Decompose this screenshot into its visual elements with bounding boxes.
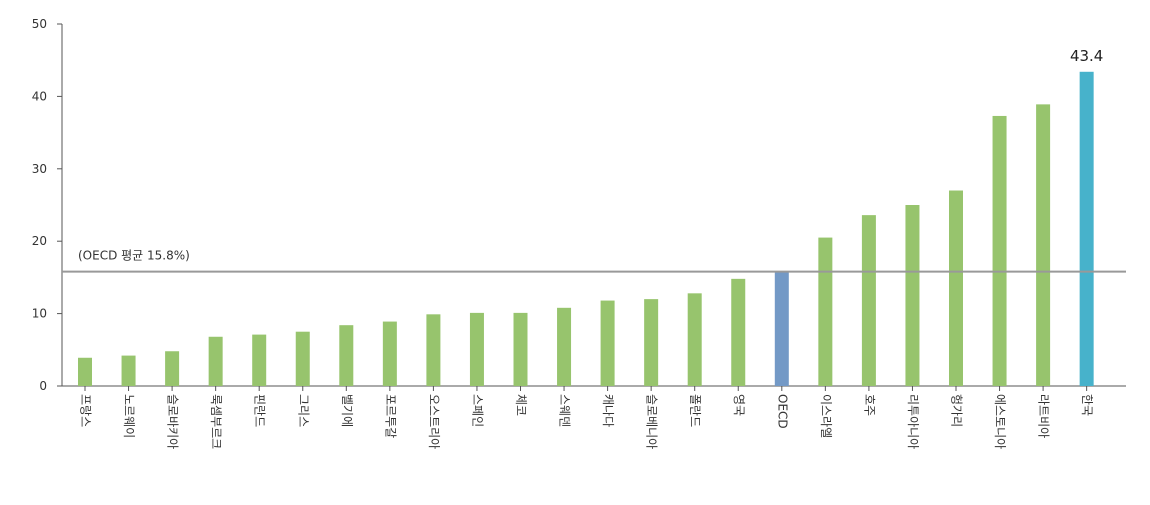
bar-17: [818, 237, 833, 386]
category-label: 룩셈부르크: [209, 394, 223, 449]
category-label: 폴란드: [688, 394, 702, 427]
bar-19: [905, 205, 920, 386]
category-label: 스웨덴: [558, 394, 572, 427]
category-labels: 프랑스 노르웨이 슬로바키아 룩셈부르크 핀란드 그리스 벨기에 포르투갈 오스트리아 스페인 체코…: [79, 394, 1095, 449]
category-label: 핀란드: [253, 394, 267, 427]
bar-12: [600, 300, 615, 386]
category-label: 포르투갈: [383, 394, 397, 438]
bar-3: [208, 336, 223, 386]
bar-15: [731, 278, 746, 386]
category-label: 영국: [732, 394, 746, 416]
bar-2: [165, 351, 180, 386]
bar-6: [339, 325, 354, 386]
bar-22: [1036, 104, 1051, 386]
y-tick-label: 20: [32, 234, 47, 248]
y-tick-label: 0: [39, 379, 47, 393]
category-label: 한국: [1080, 394, 1094, 416]
category-label: 캐나다: [601, 394, 615, 427]
category-label: 오스트리아: [427, 394, 441, 449]
bar-9: [469, 312, 484, 386]
korea-value-label: 43.4: [1070, 47, 1103, 65]
y-tick-label: 40: [32, 89, 47, 103]
bar-20: [949, 190, 963, 386]
bar-8: [426, 314, 441, 386]
x-axis: [62, 385, 1126, 391]
category-label: 호주: [862, 394, 876, 416]
category-label: 이스라엘: [819, 394, 833, 438]
category-label: 체코: [514, 394, 528, 416]
bar-13: [644, 299, 659, 386]
bar-7: [382, 321, 397, 386]
category-label: 슬로바키아: [166, 394, 180, 449]
y-tick-label: 50: [32, 17, 47, 31]
bar-11: [557, 307, 572, 386]
y-axis: 0 10 20 30 40 50: [32, 17, 63, 393]
category-label: 그리스: [296, 394, 310, 427]
y-tick-label: 10: [32, 307, 47, 321]
bars: [78, 71, 1094, 386]
reference-line-label: (OECD 평균 15.8%): [78, 249, 190, 263]
bar-14: [687, 293, 702, 386]
bar-1: [121, 355, 136, 386]
category-label: 라트비아: [1037, 394, 1051, 438]
bar-10: [513, 312, 528, 386]
bar-16: [774, 271, 789, 386]
category-label: 벨기에: [340, 394, 354, 427]
bar-18: [861, 215, 876, 386]
category-label: 에스토니아: [993, 394, 1007, 449]
bar-21: [992, 115, 1007, 386]
category-label: 헝가리: [950, 394, 964, 427]
bar-0: [78, 357, 92, 386]
category-label: 프랑스: [79, 394, 93, 427]
category-label: 노르웨이: [122, 394, 136, 438]
y-tick-label: 30: [32, 162, 47, 176]
category-label: 슬로베니아: [645, 394, 659, 449]
bar-23: [1079, 71, 1094, 386]
category-label: 리투아니아: [906, 394, 920, 449]
category-label: OECD: [775, 394, 789, 429]
category-label: 스페인: [470, 394, 484, 427]
bar-4: [252, 334, 267, 386]
bar-5: [295, 331, 310, 386]
